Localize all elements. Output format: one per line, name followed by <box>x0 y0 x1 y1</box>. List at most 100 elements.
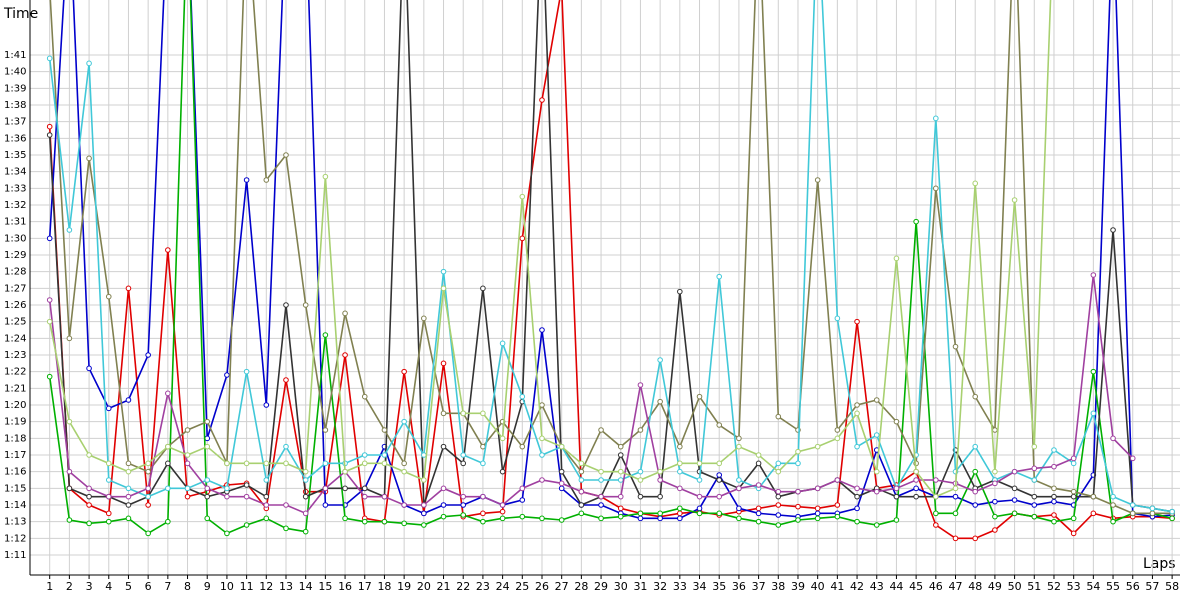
point <box>873 468 880 475</box>
y-tick-label: 1:26 <box>4 300 26 311</box>
point <box>736 515 742 522</box>
x-tick-label: 35 <box>712 580 726 593</box>
x-tick-label: 56 <box>1126 580 1140 593</box>
point <box>657 515 663 522</box>
y-tick-label: 1:11 <box>4 550 26 561</box>
point <box>992 427 998 433</box>
point <box>322 502 329 508</box>
y-tick-label: 1:36 <box>4 133 26 144</box>
point <box>165 460 171 467</box>
plot-area <box>46 0 1175 542</box>
x-tick-label: 45 <box>909 580 923 593</box>
x-tick-label: 51 <box>1027 580 1041 593</box>
x-tick-label: 39 <box>791 580 805 593</box>
x-tick-label: 41 <box>830 580 844 593</box>
point <box>677 510 683 517</box>
point <box>460 452 467 458</box>
point <box>86 520 92 527</box>
point <box>224 530 230 537</box>
point <box>381 452 388 458</box>
y-tick-label: 1:14 <box>4 500 26 511</box>
point <box>145 352 151 358</box>
point <box>677 288 683 295</box>
y-tick-label: 1:22 <box>4 367 26 378</box>
point <box>519 193 526 200</box>
y-tick-label: 1:29 <box>4 250 26 261</box>
x-tick-label: 32 <box>653 580 667 593</box>
point <box>775 522 782 528</box>
point <box>105 405 112 412</box>
point <box>1011 497 1018 503</box>
point <box>145 460 151 467</box>
point <box>283 502 289 508</box>
point <box>342 515 348 522</box>
point <box>421 522 427 528</box>
point <box>243 368 250 375</box>
point <box>283 152 289 158</box>
point <box>1031 502 1038 508</box>
point <box>440 513 447 520</box>
point <box>736 505 742 512</box>
point <box>499 468 506 475</box>
y-tick-label: 1:32 <box>4 200 26 211</box>
point <box>617 452 624 458</box>
series-line <box>48 0 1052 498</box>
point <box>677 468 683 475</box>
x-tick-label: 54 <box>1086 580 1100 593</box>
x-tick-label: 15 <box>318 580 332 593</box>
point <box>243 522 250 528</box>
y-tick-label: 1:41 <box>4 50 26 61</box>
x-tick-label: 30 <box>614 580 628 593</box>
point <box>913 485 919 492</box>
series-line <box>48 0 1173 513</box>
point <box>105 293 112 300</box>
point <box>657 493 663 500</box>
point <box>263 460 270 467</box>
point <box>1110 502 1116 508</box>
point <box>755 460 762 467</box>
point <box>834 513 841 520</box>
y-tick-label: 1:24 <box>4 333 26 344</box>
point <box>283 377 289 383</box>
point <box>302 302 309 308</box>
point <box>539 435 545 442</box>
point <box>657 357 663 363</box>
point <box>893 517 900 523</box>
point <box>46 318 53 325</box>
point <box>204 515 211 522</box>
point <box>519 497 526 503</box>
point <box>578 468 585 475</box>
point <box>125 468 132 475</box>
x-tick-label: 53 <box>1067 580 1081 593</box>
point <box>460 493 467 500</box>
point <box>460 410 467 417</box>
point <box>322 460 329 467</box>
point <box>834 435 841 442</box>
point <box>480 443 486 450</box>
x-tick-label: 1 <box>46 580 53 593</box>
point <box>1110 435 1116 442</box>
point <box>814 177 821 183</box>
series-line <box>48 0 1173 535</box>
point <box>854 505 860 512</box>
point <box>1051 493 1057 500</box>
x-tick-label: 31 <box>633 580 647 593</box>
point <box>1110 227 1116 233</box>
x-tick-label: 7 <box>164 580 171 593</box>
point <box>243 493 250 500</box>
point <box>873 397 880 403</box>
point <box>539 402 545 408</box>
point <box>1110 493 1116 500</box>
point <box>480 285 486 292</box>
point <box>854 493 860 500</box>
point <box>243 460 250 467</box>
x-tick-label: 22 <box>456 580 470 593</box>
point <box>539 515 545 522</box>
point <box>637 493 644 500</box>
point <box>795 488 801 495</box>
point <box>677 485 683 492</box>
point <box>539 477 545 483</box>
point <box>361 518 368 525</box>
point <box>440 443 447 450</box>
point <box>558 485 565 492</box>
